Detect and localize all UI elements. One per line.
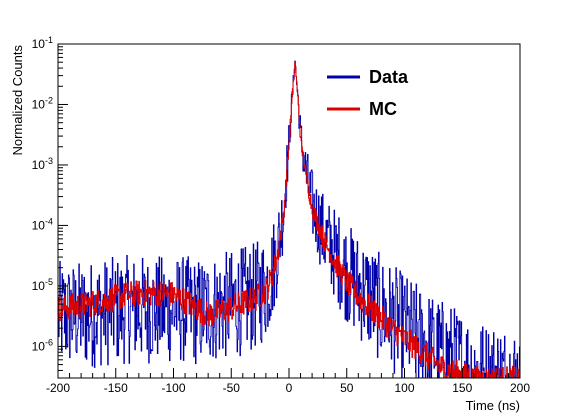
- x-tick-label: 150: [452, 381, 472, 395]
- x-tick-label: 200: [510, 381, 530, 395]
- x-tick-label: -100: [161, 381, 185, 395]
- x-tick-label: 50: [340, 381, 354, 395]
- x-axis-title: Time (ns): [466, 398, 520, 413]
- y-tick-label: 10-5: [32, 277, 53, 293]
- legend-label-data: Data: [369, 67, 409, 87]
- y-tick-label: 10-4: [32, 216, 53, 232]
- y-tick-label: 10-2: [32, 95, 53, 111]
- x-tick-label: -200: [46, 381, 70, 395]
- y-tick-label: 10-3: [32, 156, 53, 172]
- series-layer: [58, 60, 520, 378]
- y-axis-title: Normalized Counts: [10, 45, 25, 156]
- legend-label-mc: MC: [369, 99, 397, 119]
- series-mc-line: [58, 61, 520, 378]
- x-tick-label: -50: [223, 381, 241, 395]
- legend: Data MC: [327, 67, 409, 119]
- y-tick-label: 10-6: [32, 337, 53, 353]
- axis-ticks: -200 -150 -100 -50 0 50 100 150 200 10-6 10-5 10-4 1…: [32, 35, 531, 395]
- y-tick-label: 10-1: [32, 35, 53, 51]
- x-tick-label: 0: [286, 381, 293, 395]
- x-tick-label: 100: [394, 381, 414, 395]
- x-tick-label: -150: [104, 381, 128, 395]
